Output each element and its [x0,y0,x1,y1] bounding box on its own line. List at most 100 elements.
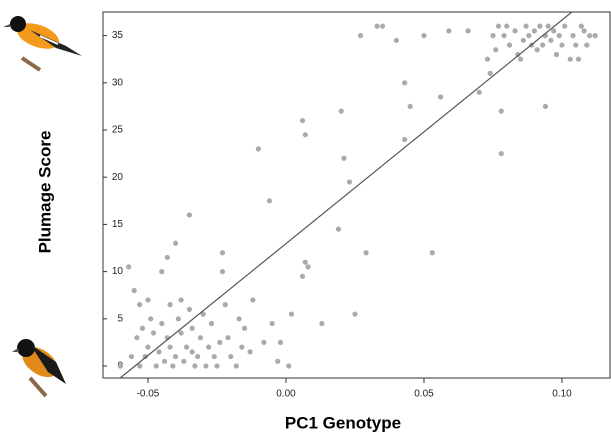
data-point [446,28,452,34]
data-point [379,23,386,29]
trend-line [119,11,573,379]
data-point [581,28,587,34]
data-point [465,28,471,34]
data-point [506,42,513,48]
data-point [164,254,170,261]
data-point [250,297,256,303]
data-point [402,136,408,143]
data-point [142,353,148,360]
data-point [302,259,308,265]
data-point [275,358,281,364]
data-point [261,339,267,346]
data-point [269,320,275,327]
data-point [402,80,408,86]
data-point [195,353,201,360]
data-point [559,42,565,48]
branch [20,56,42,72]
data-point [153,363,159,369]
data-point [363,250,369,256]
y-tick-label: 20 [112,172,124,183]
bird-wingbar [39,35,59,45]
bird-icon-top [3,16,82,72]
data-point [128,353,135,360]
bird-beak [3,24,10,27]
x-tick-label: 0.10 [552,389,572,400]
data-point [236,316,242,322]
data-point [247,349,253,355]
data-point [228,353,234,360]
data-point [197,335,204,341]
data-point [319,320,325,327]
data-point [148,316,154,322]
data-point [429,250,435,256]
data-point [393,37,399,43]
data-point [219,250,226,256]
data-point [139,325,146,331]
data-point [515,51,521,58]
data-point [200,311,206,317]
data-point [407,103,413,110]
data-point [172,240,179,246]
data-point [175,316,181,322]
bird-head [17,339,35,357]
data-point [137,302,143,308]
data-point [484,56,491,62]
data-point [487,70,493,76]
data-point [145,344,151,350]
data-point [573,42,579,48]
x-tick-label: 0.05 [414,389,434,400]
data-point [189,349,195,355]
data-point [338,108,344,114]
y-tick-label: 15 [112,219,124,230]
data-point [526,33,532,39]
data-point [504,23,510,29]
data-point [266,198,273,204]
bird-icon-bottom [12,339,66,398]
data-point [495,23,502,29]
data-point [578,23,584,29]
data-point [178,297,184,303]
data-point [225,335,231,341]
data-point [156,349,162,355]
data-point [567,56,573,62]
data-point [181,358,187,364]
data-point [553,51,560,58]
data-point [170,363,176,369]
data-point [490,33,496,39]
data-point [167,302,173,308]
y-tick-label: 25 [112,125,124,136]
data-point [542,103,549,110]
data-point [208,320,215,327]
data-point [277,339,284,346]
data-point [523,23,529,29]
data-point [562,23,568,29]
data-point [540,42,546,48]
y-tick-label: 5 [117,313,123,324]
data-point [239,344,245,350]
data-point [531,28,537,34]
data-point [592,33,598,39]
x-tick-label: 0.00 [276,389,296,400]
data-point [131,287,137,294]
data-point [178,330,184,336]
data-point [498,108,504,114]
data-point [575,56,582,62]
data-point [217,339,223,346]
data-point [203,363,209,369]
data-point [534,47,540,53]
data-point [299,117,306,124]
data-point [186,306,192,312]
data-point [570,33,576,39]
data-point [501,33,507,39]
data-point [548,37,554,43]
data-point [159,269,165,275]
bird-beak [12,348,19,352]
data-point [117,363,123,369]
data-point [255,146,261,152]
data-point [512,28,518,34]
data-point [299,273,306,279]
data-point [520,37,526,43]
data-point [206,344,212,350]
plot-frame [102,11,611,379]
data-point [517,56,524,62]
